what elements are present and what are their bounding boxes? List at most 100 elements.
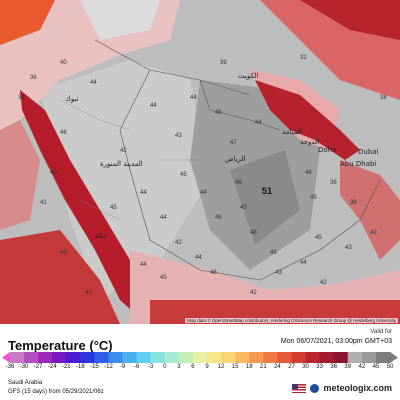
temperature-value: 43 <box>275 270 282 276</box>
scale-tick-label: 42 <box>358 364 366 370</box>
city-mecca[interactable]: مكة <box>95 232 107 240</box>
scale-segment <box>333 352 349 363</box>
scale-tick-label: 45 <box>372 364 380 370</box>
temperature-value: 44 <box>140 262 147 268</box>
red-sea <box>20 90 150 318</box>
temperature-value: 42 <box>370 230 377 236</box>
temperature-map[interactable]: الكويت المنامة الدوحة Doha Abu Dhabi Dub… <box>0 0 400 324</box>
scale-segment <box>150 352 166 363</box>
max-temperature-label: 51 <box>262 186 273 196</box>
scale-tick-label: 6 <box>191 364 195 370</box>
color-scale-bar <box>2 352 398 363</box>
map-attribution[interactable]: Map data © OpenStreetMap contributors, r… <box>185 318 398 323</box>
temperature-value: 45 <box>180 172 187 178</box>
scale-segment <box>263 352 278 363</box>
scale-tick-label: -21 <box>61 364 71 370</box>
scale-tick-label: -15 <box>90 364 99 370</box>
city-dubai[interactable]: Dubai <box>358 148 379 156</box>
scale-segment <box>24 352 39 363</box>
city-kuwait[interactable]: الكويت <box>238 72 259 80</box>
temperature-value: 44 <box>195 255 202 261</box>
brand[interactable]: meteologix.com <box>292 383 392 393</box>
temperature-value: 43 <box>85 290 92 296</box>
scale-high-arrow <box>390 352 398 363</box>
temperature-value: 41 <box>40 200 47 206</box>
scale-segment <box>38 352 53 363</box>
province-borders <box>59 99 200 221</box>
scale-tick-label: 50 <box>386 364 394 370</box>
city-medina[interactable]: المدينة المنورة <box>100 160 143 168</box>
temperature-value: 44 <box>150 103 157 109</box>
scale-segment <box>108 352 124 363</box>
scale-tick-label: 27 <box>288 364 295 370</box>
scale-low-arrow <box>2 352 10 363</box>
scale-tick-label: 24 <box>274 364 281 370</box>
city-doha[interactable]: Doha <box>318 146 337 154</box>
temperature-value: 40 <box>50 170 57 176</box>
scale-segment <box>207 352 222 363</box>
scale-tick-label: -3 <box>148 364 154 370</box>
temperature-value: 43 <box>60 250 67 256</box>
temperature-value: 34 <box>18 95 25 101</box>
africa-horn <box>0 230 120 324</box>
temperature-value: 44 <box>300 260 307 266</box>
city-riyadh[interactable]: الرياض <box>225 155 246 163</box>
brand-name: meteologix.com <box>323 383 392 393</box>
temperature-value: 43 <box>240 205 247 211</box>
scale-segment <box>249 352 264 363</box>
temperature-value: 44 <box>90 80 97 86</box>
temperature-value: 38 <box>350 200 357 206</box>
scale-segment <box>235 352 250 363</box>
scale-segment <box>319 352 335 363</box>
city-doha-arabic[interactable]: الدوحة <box>300 138 320 146</box>
scale-tick-label: -6 <box>133 364 140 370</box>
scale-segment <box>52 352 67 363</box>
scale-tick-label: 33 <box>316 364 323 370</box>
scale-tick-label: 0 <box>163 364 167 370</box>
scale-tick-label: 39 <box>344 364 352 370</box>
scale-tick-label: 12 <box>217 364 225 370</box>
temperature-value: 46 <box>215 215 222 221</box>
temperature-value: 42 <box>175 240 182 246</box>
temperature-value: 44 <box>200 190 207 196</box>
scale-segment <box>375 352 391 363</box>
scale-tick-label: 30 <box>302 364 309 370</box>
city-abu-dhabi[interactable]: Abu Dhabi <box>340 160 377 168</box>
scale-tick-label: -9 <box>119 364 126 370</box>
temperature-value: 45 <box>215 110 222 116</box>
scale-segment <box>66 352 81 363</box>
chart-title: Temperature (°C) <box>8 338 113 353</box>
scale-segment <box>164 352 180 363</box>
oman-region <box>340 160 400 260</box>
valid-label: Valid for <box>370 329 392 335</box>
scale-tick-label: 3 <box>177 364 181 370</box>
scale-segment <box>178 352 194 363</box>
scale-segment <box>94 352 110 363</box>
temperature-value: 32 <box>300 55 307 61</box>
scale-segment <box>361 352 377 363</box>
scale-tick-label: -30 <box>19 364 29 370</box>
temperature-value: 38 <box>380 95 387 101</box>
temperature-value: 45 <box>310 195 317 201</box>
scale-segment <box>80 352 95 363</box>
us-flag-icon <box>292 383 307 393</box>
scale-segment <box>347 352 363 363</box>
color-scale-ticks: -36 -30 -27 -24 -21 -18 -15 -12 -9 -6 -3 0 3 6 9 12 15 18… <box>0 364 400 374</box>
temperature-value: 45 <box>110 205 117 211</box>
country-borders <box>94 39 381 281</box>
temperature-value: 47 <box>230 140 237 146</box>
temperature-value: 43 <box>345 245 352 251</box>
temperature-value: 42 <box>120 148 127 154</box>
scale-tick-label: -12 <box>104 364 113 370</box>
region-label: Saudi Arabia <box>8 380 43 386</box>
scale-tick-label: 9 <box>205 364 209 370</box>
city-manama[interactable]: المنامة <box>282 128 302 136</box>
central-west-region <box>40 60 210 300</box>
city-tabuk[interactable]: تبوك <box>65 95 79 103</box>
temperature-value: 42 <box>320 280 327 286</box>
temperature-value: 39 <box>220 60 227 66</box>
persian-gulf <box>255 80 360 160</box>
scale-tick-label: 18 <box>245 364 253 370</box>
temperature-value: 43 <box>175 133 182 139</box>
model-label: GFS (15 days) from 05/29/2021/06z <box>8 389 104 395</box>
